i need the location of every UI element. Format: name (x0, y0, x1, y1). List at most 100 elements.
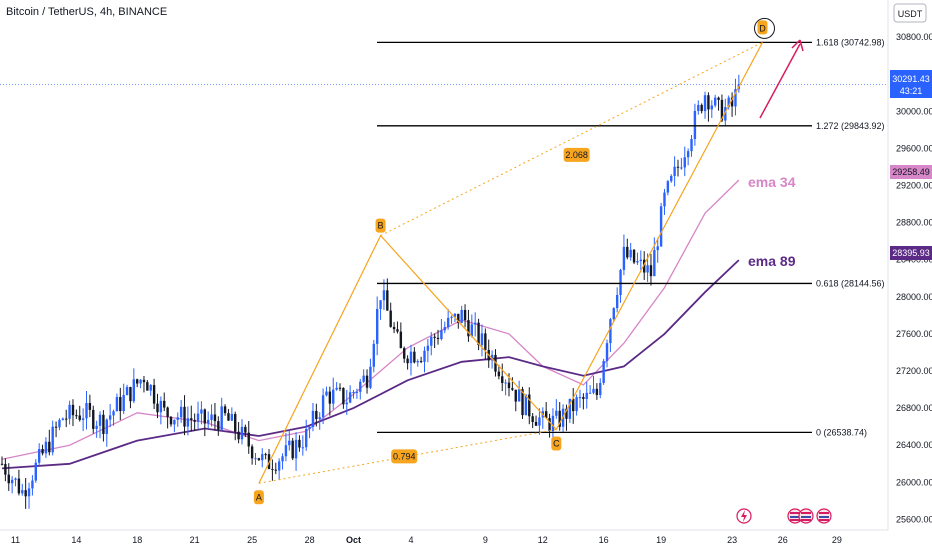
candle-body (727, 97, 730, 108)
candle-body (149, 385, 152, 391)
candle-body (575, 397, 578, 412)
candle-body (436, 337, 440, 340)
price-tick-label: 29600.00 (896, 143, 932, 153)
candle-body (359, 381, 362, 392)
candle-body (98, 414, 102, 426)
candle-body (369, 366, 372, 388)
pattern-ratio-line-bd (380, 41, 763, 237)
candle-body (683, 157, 686, 168)
time-tick-label: 25 (247, 535, 257, 545)
price-tick-label: 26800.00 (896, 403, 932, 413)
candle-body (690, 139, 693, 152)
last-price-marker[interactable]: 30291.43 43:21 (890, 70, 932, 98)
price-tick-label: 27600.00 (896, 329, 932, 339)
pattern-point-badge[interactable] (757, 20, 768, 35)
pattern-point-badge[interactable] (551, 436, 562, 451)
candle-body (511, 388, 514, 390)
candle-body (558, 410, 561, 427)
candle-body (284, 445, 288, 457)
candle-body (524, 394, 528, 416)
candle-body (10, 479, 14, 484)
candle-body (125, 387, 129, 395)
candle-body (622, 246, 626, 270)
candle-body (528, 394, 531, 417)
ema89-line[interactable] (1, 259, 740, 470)
candle-body (643, 259, 646, 273)
pattern-point-badge[interactable] (253, 490, 264, 505)
candle-body (193, 419, 196, 422)
candle-body (362, 375, 365, 382)
currency-box[interactable] (893, 3, 927, 23)
pattern-ratio-badge[interactable] (391, 449, 418, 464)
pattern-ratio-label: 2.068 (565, 150, 588, 160)
candle-body (578, 397, 582, 399)
candle-body (626, 246, 629, 258)
candle-body (497, 371, 501, 377)
candle-body (484, 333, 487, 350)
candle-body (132, 379, 136, 402)
candle-body (382, 290, 386, 301)
price-tick-label: 30800.00 (896, 32, 932, 42)
time-tick-label: 9 (483, 535, 488, 545)
candle-body (129, 387, 132, 402)
pattern-point-badge[interactable] (375, 218, 386, 233)
candle-body (724, 107, 727, 121)
candle-body (318, 417, 321, 420)
candle-body (0, 463, 4, 465)
pattern-zigzag[interactable] (258, 42, 764, 484)
fibonacci-levels[interactable]: 1.618 (30742.98) 1.272 (29843.92) 0.618 (2… (377, 37, 885, 437)
event-flash-icon[interactable] (736, 508, 752, 524)
candle-body (240, 426, 244, 440)
candle-body (102, 414, 105, 434)
projection-arrow[interactable] (759, 39, 804, 119)
candle-body (693, 110, 697, 140)
candle-body (568, 398, 572, 419)
candle-body (44, 441, 48, 454)
candle-body (108, 415, 112, 420)
candle-body (713, 97, 717, 106)
candle-body (112, 411, 115, 416)
candle-body (406, 358, 409, 364)
candle-body (271, 468, 274, 470)
candle-body (426, 345, 430, 351)
candle-body (146, 382, 149, 391)
chart-title: Bitcoin / TetherUS, 4h, BINANCE (6, 6, 167, 18)
price-tick-label: 25600.00 (896, 514, 932, 524)
candle-body (544, 411, 548, 419)
candle-body (31, 480, 34, 489)
candle-body (463, 309, 467, 321)
candle-body (403, 348, 406, 359)
candle-body (315, 410, 318, 420)
time-tick-label: 29 (832, 535, 842, 545)
time-tick-label: 12 (538, 535, 548, 545)
candle-body (274, 469, 277, 471)
candle-body (24, 490, 27, 497)
pattern-ratio-badge[interactable] (563, 147, 590, 162)
harmonic-pattern[interactable]: A B C D 0.794 2.068 (253, 17, 775, 505)
pattern-point-label: B (378, 221, 384, 231)
candle-body (54, 426, 58, 428)
candle-body (375, 308, 379, 344)
time-tick-label: 26 (778, 535, 788, 545)
candle-body (555, 410, 558, 416)
candle-body (474, 322, 477, 325)
candle-body (460, 309, 463, 323)
candle-body (504, 382, 507, 384)
candle-body (190, 418, 193, 420)
candle-body (321, 395, 325, 418)
ema34-price-marker: 29258.49 (890, 165, 932, 179)
candle-body (582, 397, 585, 399)
candle-body (169, 416, 173, 425)
pattern-point-label: D (759, 23, 766, 33)
candle-body (609, 319, 612, 344)
candle-body (548, 418, 551, 431)
candle-body (592, 388, 595, 393)
price-tick-label: 28800.00 (896, 218, 932, 228)
economic-event-us-icon-2[interactable] (798, 508, 814, 524)
last-price-value: 30291.43 (892, 74, 930, 84)
candle-body (470, 324, 474, 337)
candle-body (399, 331, 403, 349)
economic-event-us-icon-3[interactable] (816, 508, 832, 524)
candle-body (237, 431, 240, 440)
